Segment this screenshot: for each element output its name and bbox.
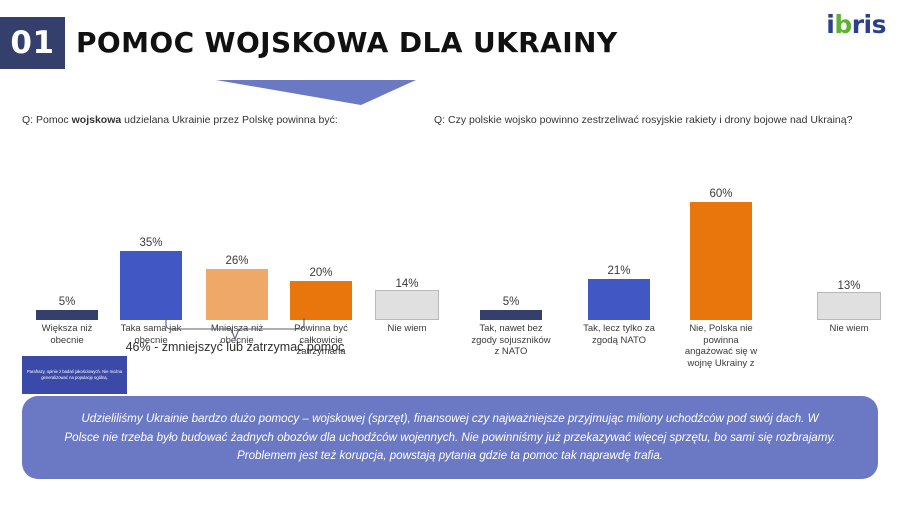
bar-category-label: Tak, nawet bez zgody sojuszników z NATO — [471, 323, 551, 357]
logo-text-after: ris — [851, 10, 887, 39]
bar-category-label: Nie wiem — [829, 323, 869, 334]
bar-rect — [690, 202, 752, 320]
bar-column: 14% Nie wiem — [375, 202, 439, 334]
bar-category-label: Powinna być całkowicie zatrzymana — [294, 323, 348, 357]
bar-rect — [375, 290, 439, 320]
bar-rect — [120, 251, 182, 320]
quote-bubble-wrap: Udzieliliśmy Ukrainie bardzo dużo pomocy… — [22, 396, 878, 479]
slide-header: 01 POMOC WOJSKOWA DLA UKRAINY — [0, 17, 900, 69]
bar-value-label: 60% — [709, 188, 733, 200]
chart1-question-bold: wojskowa — [71, 114, 122, 126]
bar-category-label: Większa niż obecnie — [41, 323, 93, 346]
bar-value-label: 5% — [58, 296, 76, 308]
bar-category-label: Tak, lecz tylko za zgodą NATO — [583, 323, 655, 346]
quote-text: Udzieliliśmy Ukrainie bardzo dużo pomocy… — [64, 412, 836, 462]
bar-column: 13% Nie wiem — [817, 202, 881, 334]
bar-column: 26% Mniejsza niż obecnie — [206, 202, 268, 346]
chart2-question: Q: Czy polskie wojsko powinno zestrzeliw… — [434, 114, 853, 126]
logo-text-before: i — [826, 10, 835, 39]
bar-value-label: 20% — [309, 267, 333, 279]
bar-rect — [588, 279, 650, 320]
slide-number-badge: 01 — [0, 17, 65, 69]
bar-rect — [36, 310, 98, 320]
logo-accent-letter: b — [834, 10, 852, 39]
bar-category-label: Mniejsza niż obecnie — [210, 323, 264, 346]
bar-category-label: Nie, Polska nie powinna angażować się w … — [684, 323, 758, 369]
bar-value-label: 13% — [837, 280, 861, 292]
bar-rect — [480, 310, 542, 320]
chart1-question-suffix: udzielana Ukrainie przez Polskę powinna … — [121, 114, 338, 126]
bar-column: 5% Tak, nawet bez zgody sojuszników z NAT… — [471, 202, 550, 357]
bar-rect — [290, 281, 352, 320]
bar-value-label: 35% — [139, 237, 163, 249]
page-title: POMOC WOJSKOWA DLA UKRAINY — [76, 26, 618, 59]
chart-zestrzeliwanie: 5% Tak, nawet bez zgody sojuszników z NAT… — [440, 160, 890, 369]
bar-column: 20% Powinna być całkowicie zatrzymana — [290, 202, 352, 357]
methodology-note-box: Parafrazy, opinie z badań jakościowych. … — [22, 356, 127, 394]
chart1-question: Q: Pomoc wojskowa udzielana Ukrainie prz… — [22, 114, 338, 126]
bar-column: 5% Większa niż obecnie — [36, 202, 98, 346]
bar-column: 35% Taka sama jak obecnie — [120, 202, 182, 346]
bracket-annotation-text: 46% - zmniejszyć lub zatrzymać pomoc — [125, 340, 345, 354]
quote-bubble: Udzieliliśmy Ukrainie bardzo dużo pomocy… — [22, 396, 878, 479]
bar-column: 21% Tak, lecz tylko za zgodą NATO — [583, 202, 655, 346]
bracket-indicator — [165, 318, 305, 340]
bar-category-label: Taka sama jak obecnie — [120, 323, 182, 346]
chart-pomoc-wojskowa: 5% Większa niż obecnie 35% Taka sama jak ob… — [14, 160, 439, 357]
bar-value-label: 14% — [395, 278, 419, 290]
bar-value-label: 21% — [607, 265, 631, 277]
bar-column: 60% Nie, Polska nie powinna angażować się… — [685, 188, 757, 369]
bar-rect — [206, 269, 268, 320]
bar-rect — [817, 292, 881, 320]
bar-value-label: 26% — [225, 255, 249, 267]
bar-value-label: 5% — [502, 296, 520, 308]
quote-bubble-tail — [216, 80, 416, 105]
ibris-logo: ibris — [826, 12, 886, 37]
bar-category-label: Nie wiem — [387, 323, 427, 334]
chart1-question-prefix: Q: Pomoc — [22, 114, 72, 126]
